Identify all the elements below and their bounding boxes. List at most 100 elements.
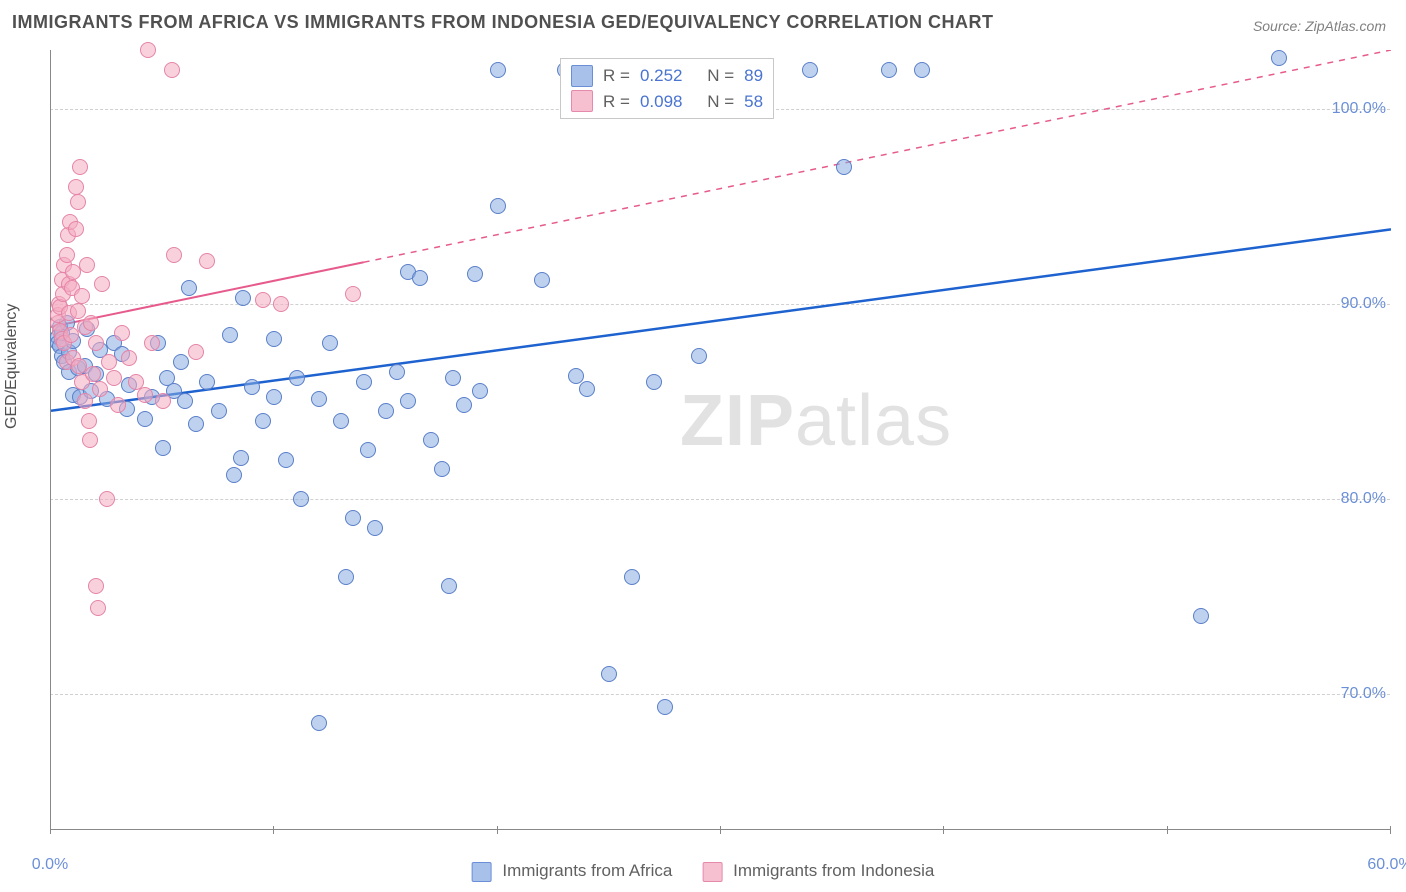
y-tick: 80.0%	[1341, 490, 1386, 508]
y-tick: 90.0%	[1341, 295, 1386, 313]
n-label: N =	[707, 63, 734, 89]
data-point	[114, 325, 130, 341]
data-point	[434, 461, 450, 477]
data-point	[83, 315, 99, 331]
data-point	[311, 715, 327, 731]
data-point	[400, 393, 416, 409]
r-value-indonesia: 0.098	[640, 89, 683, 115]
x-tick: 60.0%	[1367, 856, 1406, 874]
data-point	[92, 381, 108, 397]
legend-row-indonesia: R = 0.098 N = 58	[571, 89, 763, 115]
data-point	[155, 440, 171, 456]
swatch-indonesia-icon	[702, 862, 722, 882]
data-point	[1193, 608, 1209, 624]
data-point	[914, 62, 930, 78]
data-point	[79, 257, 95, 273]
data-point	[333, 413, 349, 429]
r-label: R =	[603, 89, 630, 115]
data-point	[81, 413, 97, 429]
source-label: Source: ZipAtlas.com	[1253, 18, 1386, 34]
data-point	[657, 699, 673, 715]
data-point	[278, 452, 294, 468]
source-name: ZipAtlas.com	[1305, 18, 1386, 34]
r-value-africa: 0.252	[640, 63, 683, 89]
data-point	[255, 292, 271, 308]
data-point	[177, 393, 193, 409]
data-point	[881, 62, 897, 78]
data-point	[490, 62, 506, 78]
data-point	[68, 221, 84, 237]
data-point	[233, 450, 249, 466]
data-point	[155, 393, 171, 409]
trendlines	[51, 50, 1391, 830]
data-point	[144, 335, 160, 351]
data-point	[367, 520, 383, 536]
legend-label-africa: Immigrants from Africa	[502, 861, 672, 880]
data-point	[338, 569, 354, 585]
data-point	[74, 288, 90, 304]
data-point	[222, 327, 238, 343]
y-tick: 70.0%	[1341, 685, 1386, 703]
data-point	[88, 335, 104, 351]
data-point	[1271, 50, 1287, 66]
swatch-africa	[571, 65, 593, 87]
data-point	[322, 335, 338, 351]
data-point	[802, 62, 818, 78]
chart-plot-area	[50, 50, 1390, 830]
data-point	[412, 270, 428, 286]
data-point	[137, 411, 153, 427]
data-point	[266, 389, 282, 405]
data-point	[378, 403, 394, 419]
data-point	[88, 578, 104, 594]
data-point	[266, 331, 282, 347]
data-point	[211, 403, 227, 419]
data-point	[255, 413, 271, 429]
y-axis-label: GED/Equivalency	[3, 304, 21, 429]
data-point	[59, 247, 75, 263]
data-point	[94, 276, 110, 292]
data-point	[293, 491, 309, 507]
data-point	[71, 358, 87, 374]
data-point	[534, 272, 550, 288]
n-value-africa: 89	[744, 63, 763, 89]
chart-title: IMMIGRANTS FROM AFRICA VS IMMIGRANTS FRO…	[12, 12, 994, 33]
data-point	[85, 366, 101, 382]
x-tick: 0.0%	[32, 856, 68, 874]
data-point	[356, 374, 372, 390]
legend-label-indonesia: Immigrants from Indonesia	[733, 861, 934, 880]
data-point	[646, 374, 662, 390]
data-point	[601, 666, 617, 682]
data-point	[68, 179, 84, 195]
data-point	[624, 569, 640, 585]
series-legend: Immigrants from Africa Immigrants from I…	[464, 861, 943, 882]
legend-item-africa: Immigrants from Africa	[472, 861, 673, 882]
data-point	[467, 266, 483, 282]
r-label: R =	[603, 63, 630, 89]
data-point	[423, 432, 439, 448]
data-point	[568, 368, 584, 384]
legend-item-indonesia: Immigrants from Indonesia	[702, 861, 934, 882]
data-point	[166, 247, 182, 263]
data-point	[226, 467, 242, 483]
data-point	[90, 600, 106, 616]
data-point	[137, 387, 153, 403]
data-point	[244, 379, 260, 395]
y-tick: 100.0%	[1332, 100, 1386, 118]
data-point	[445, 370, 461, 386]
n-label: N =	[707, 89, 734, 115]
data-point	[490, 198, 506, 214]
data-point	[72, 159, 88, 175]
data-point	[235, 290, 251, 306]
data-point	[472, 383, 488, 399]
data-point	[345, 510, 361, 526]
data-point	[70, 303, 86, 319]
data-point	[456, 397, 472, 413]
data-point	[140, 42, 156, 58]
data-point	[289, 370, 305, 386]
data-point	[188, 344, 204, 360]
data-point	[173, 354, 189, 370]
data-point	[181, 280, 197, 296]
data-point	[121, 350, 137, 366]
data-point	[836, 159, 852, 175]
data-point	[389, 364, 405, 380]
